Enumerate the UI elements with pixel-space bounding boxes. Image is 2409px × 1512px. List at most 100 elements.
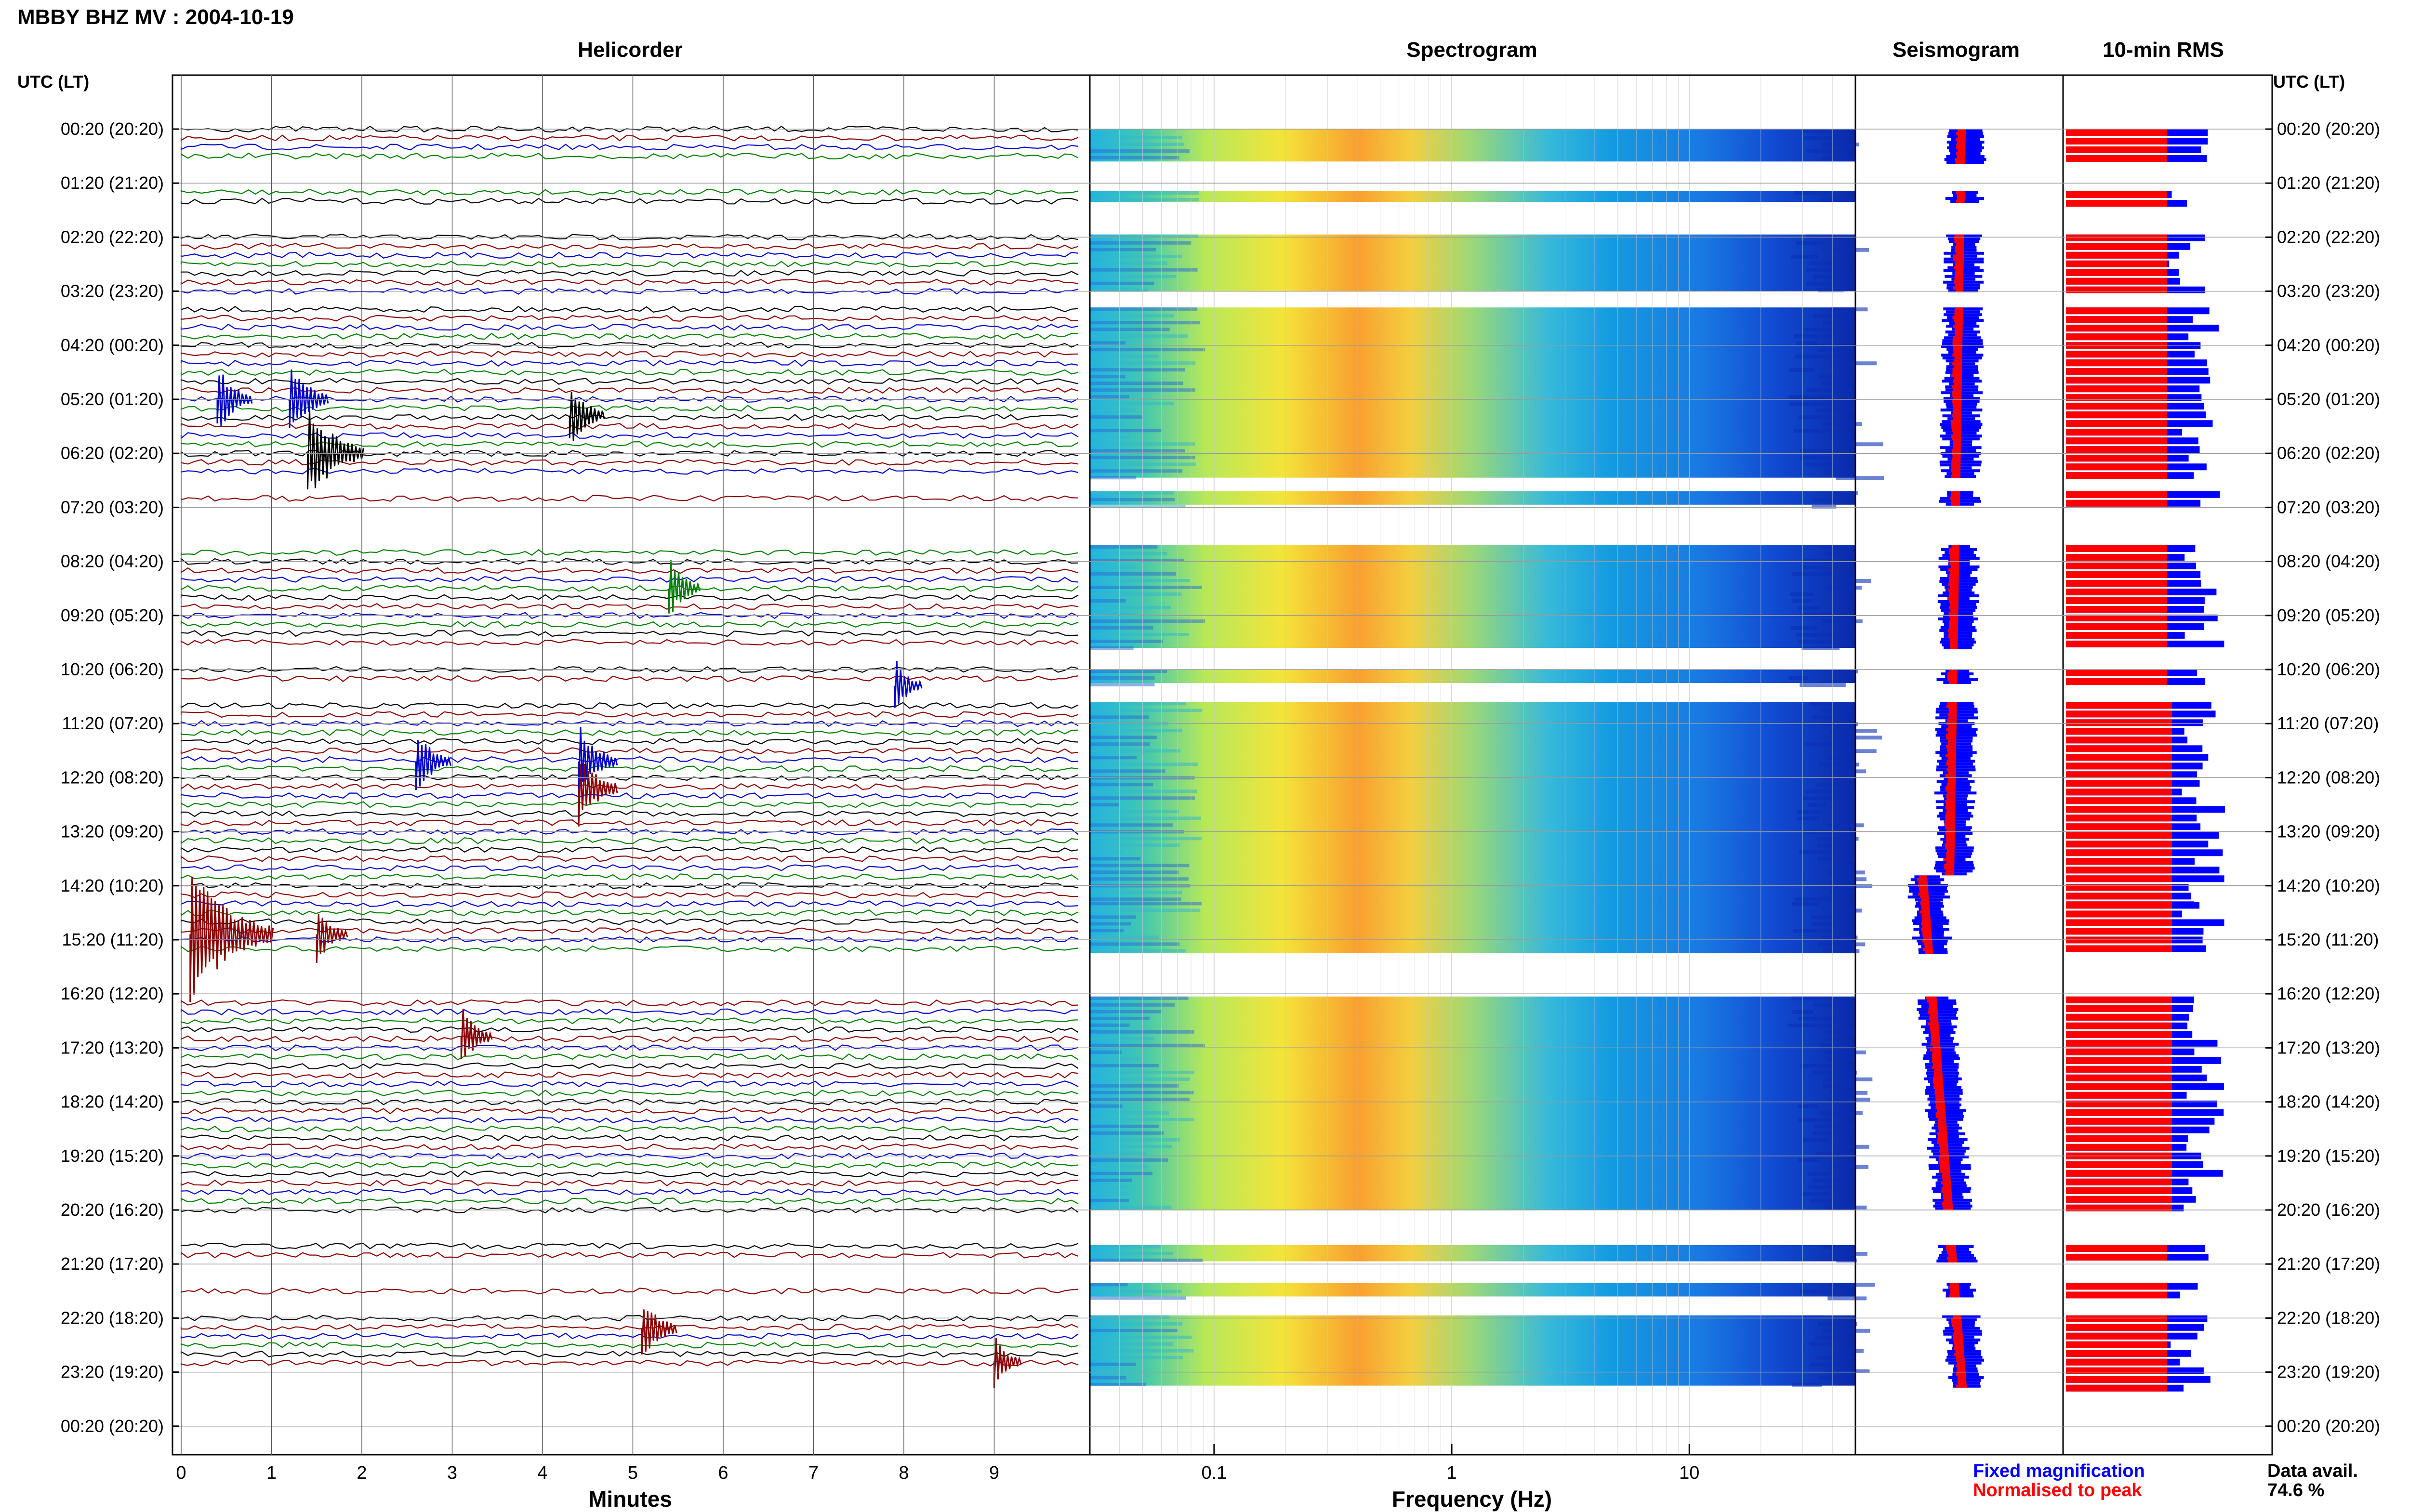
spectrogram-texture	[1090, 381, 1183, 385]
seismogram-normalised-mark	[1957, 155, 1966, 158]
seismogram-normalised-mark	[1948, 582, 1959, 586]
spectrogram-texture	[1090, 935, 1160, 939]
spectrogram-texture	[1090, 429, 1162, 433]
seismogram-normalised-mark	[1917, 878, 1928, 881]
seismogram-normalised-mark	[1954, 328, 1963, 331]
seismogram-normalised-mark	[1938, 1158, 1949, 1161]
spectrogram-panel	[1090, 75, 1884, 1455]
seismogram-normalised-mark	[1947, 719, 1957, 723]
spectrogram-texture	[1800, 1289, 1835, 1294]
spectrogram-texture	[1090, 552, 1168, 555]
minute-tick-label: 8	[899, 1463, 909, 1483]
rms-normalised-bar	[2066, 815, 2172, 822]
seismogram-normalised-mark	[1951, 423, 1961, 426]
seismogram-normalised-mark	[1948, 611, 1959, 615]
spectrogram-texture	[1090, 1165, 1148, 1169]
seismogram-normalised-mark	[1928, 1008, 1938, 1011]
seismogram-normalised-mark	[1949, 614, 1959, 618]
seismogram-normalised-mark	[1946, 748, 1957, 751]
spectrogram-texture	[1090, 605, 1171, 609]
spectrogram-texture	[1090, 288, 1148, 292]
spectrogram-texture	[1090, 816, 1201, 820]
frequency-tick-label: 1	[1447, 1463, 1457, 1483]
seismogram-normalised-mark	[1944, 823, 1955, 827]
seismogram-normalised-mark	[1949, 646, 1958, 649]
seismogram-title: Seismogram	[1893, 38, 2020, 62]
rms-title: 10-min RMS	[2103, 38, 2224, 62]
spectrogram-texture	[1815, 1335, 1841, 1340]
seismogram-normalised-mark	[1947, 678, 1958, 681]
seismogram-fixed-mark	[1944, 777, 1968, 780]
spectrogram-texture	[1814, 1003, 1845, 1007]
seismogram-normalised-mark	[1948, 710, 1957, 714]
seismogram-normalised-mark	[1946, 728, 1957, 731]
seismogram-normalised-mark	[1947, 713, 1957, 717]
rms-normalised-bar	[2066, 1178, 2172, 1185]
seismogram-normalised-mark	[1946, 809, 1956, 812]
seismogram-normalised-mark	[1935, 1106, 1946, 1109]
rms-normalised-bar	[2066, 823, 2172, 830]
helicorder-trace	[180, 342, 1079, 349]
spectrogram-texture	[1834, 736, 1882, 740]
spectrogram-texture	[1090, 1335, 1192, 1339]
rms-normalised-bar	[2066, 1005, 2172, 1012]
seismogram-normalised-mark	[1949, 574, 1959, 577]
seismogram-normalised-mark	[1938, 1123, 1947, 1127]
seismogram-normalised-mark	[1948, 725, 1957, 728]
spectrogram-texture	[1090, 1077, 1190, 1081]
seismogram-normalised-mark	[1933, 1063, 1942, 1066]
helicorder-trace	[180, 188, 1079, 196]
seismogram-fixed-mark	[1942, 356, 1982, 360]
seismogram-normalised-mark	[1948, 1259, 1957, 1262]
seismogram-normalised-mark	[1940, 1167, 1950, 1170]
helicorder-trace	[180, 855, 1079, 862]
spectrogram-texture	[1794, 429, 1840, 433]
seismogram-fixed-mark	[1917, 939, 1948, 943]
spectrogram-texture	[1821, 776, 1853, 780]
helicorder-trace	[180, 368, 1079, 376]
legend-normalised-to-peak: Normalised to peak	[1973, 1480, 2142, 1500]
spectrogram-texture	[1090, 592, 1182, 596]
seismogram-normalised-mark	[1956, 1364, 1965, 1367]
seismogram-normalised-mark	[1949, 637, 1958, 641]
spectrogram-texture	[1825, 1077, 1873, 1081]
time-label-left: 17:20 (13:20)	[61, 1038, 164, 1057]
spectrogram-texture	[1090, 612, 1137, 616]
spectrogram-texture	[1090, 1070, 1194, 1074]
seismogram-normalised-mark	[1933, 1071, 1943, 1075]
seismogram-normalised-mark	[1939, 1149, 1949, 1153]
helicorder-trace	[180, 152, 1079, 160]
spectrogram-band	[1090, 545, 1855, 648]
helicorder-trace	[180, 1341, 1079, 1349]
spectrogram-texture	[1797, 810, 1823, 814]
seismogram-normalised-mark	[1946, 869, 1955, 873]
spectrogram-texture	[1090, 646, 1134, 650]
seismogram-normalised-mark	[1954, 1353, 1964, 1356]
seismogram-normalised-mark	[1943, 1193, 1952, 1196]
seismogram-fixed-mark	[1943, 397, 1980, 400]
seismogram-fixed-mark	[1930, 1083, 1957, 1086]
spectrogram-texture	[1812, 498, 1848, 502]
seismogram-normalised-mark	[1919, 887, 1928, 890]
spectrogram-texture	[1090, 639, 1163, 643]
seismogram-normalised-mark	[1947, 751, 1956, 754]
spectrogram-texture	[1090, 702, 1186, 706]
time-label-right: 07:20 (03:20)	[2277, 497, 2380, 517]
spectrogram-texture	[1819, 198, 1856, 202]
helicorder-trace	[180, 864, 1079, 871]
rms-normalised-bar	[2066, 763, 2172, 770]
time-label-left: 20:20 (16:20)	[61, 1200, 164, 1220]
seismogram-normalised-mark	[1952, 443, 1961, 447]
spectrogram-texture	[1090, 469, 1183, 473]
rms-normalised-bar	[2066, 1048, 2172, 1055]
spectrogram-texture	[1090, 843, 1180, 847]
rms-normalised-bar	[2066, 1187, 2172, 1194]
seismogram-fixed-mark	[1940, 739, 1972, 743]
seismogram-fixed-mark	[1940, 497, 1980, 500]
spectrogram-texture	[1819, 348, 1842, 352]
seismogram-normalised-mark	[1928, 1011, 1938, 1014]
spectrogram-texture	[1090, 156, 1179, 159]
seismogram-normalised-mark	[1957, 141, 1966, 144]
rms-normalised-bar	[2066, 155, 2167, 162]
seismogram-normalised-mark	[1933, 1074, 1943, 1078]
